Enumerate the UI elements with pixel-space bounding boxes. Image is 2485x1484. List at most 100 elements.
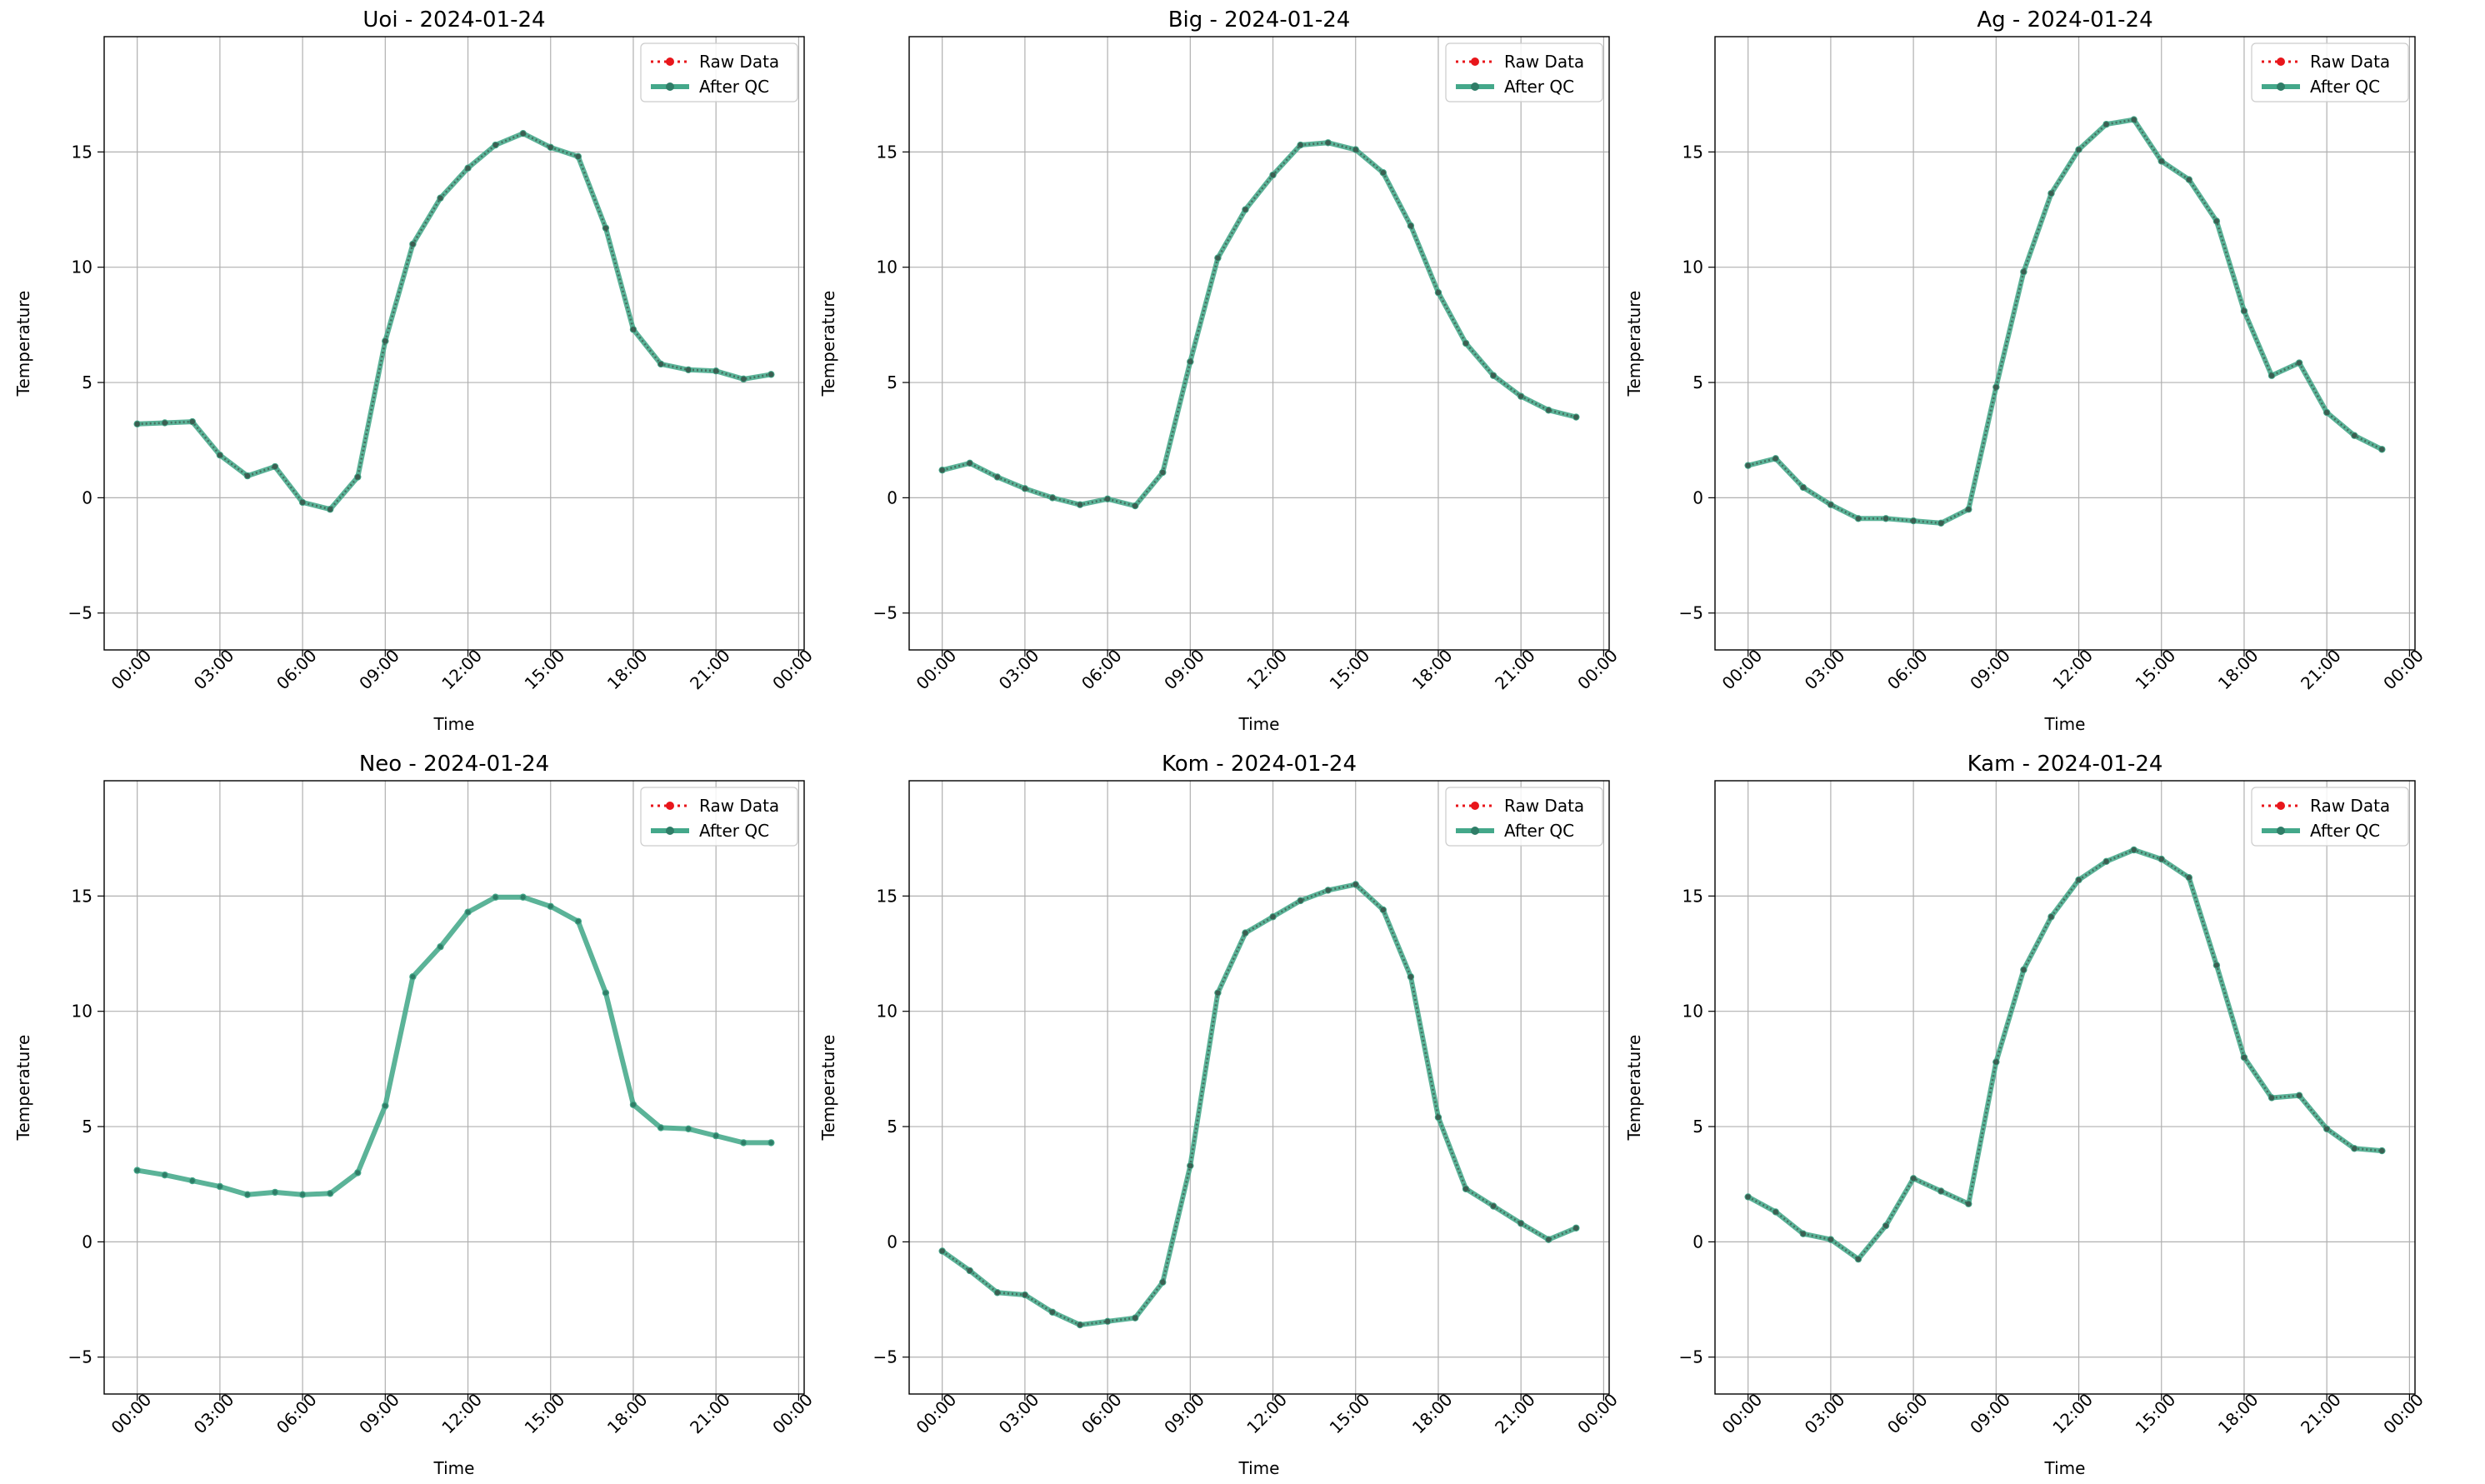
raw-data-point [1352, 147, 1358, 152]
series-line-after-qc [1747, 117, 2383, 526]
x-tick-label: 09:00 [1160, 1390, 1208, 1438]
raw-data-point [2296, 1092, 2302, 1098]
y-tick-label: 5 [887, 1117, 898, 1137]
raw-data-point [492, 142, 498, 148]
raw-data-point [939, 467, 945, 473]
raw-data-point [1855, 516, 1862, 522]
raw-data-point [1882, 516, 1889, 522]
raw-data-point [967, 1267, 972, 1274]
subplot-3: Ag - 2024-01-24 00:00 03:00 06:00 09:00 12:00… [1624, 7, 2428, 734]
y-tick-label: 5 [1692, 1117, 1703, 1137]
x-tick-label: 12:00 [438, 1390, 486, 1438]
raw-data-point [327, 507, 333, 512]
x-tick-label: 00:00 [768, 1390, 817, 1438]
raw-data-point [1380, 170, 1387, 176]
raw-data-point [1022, 486, 1028, 492]
legend-raw-label: Raw Data [1504, 52, 1584, 72]
raw-data-point [712, 368, 719, 374]
raw-data-point [1188, 358, 1193, 365]
x-tick-label: 03:00 [190, 646, 238, 694]
raw-data-point [686, 1126, 692, 1132]
x-tick-label: 09:00 [1966, 1390, 2014, 1438]
raw-data-point [1408, 973, 1414, 980]
raw-data-point [2076, 877, 2082, 883]
raw-data-point [1938, 520, 1944, 527]
series-line-raw-data [942, 141, 1577, 507]
raw-data-point [217, 1183, 222, 1189]
raw-data-point [162, 1172, 168, 1178]
axes-frame [908, 780, 1610, 1395]
series-line-raw-data [1748, 118, 2382, 525]
raw-data-point [134, 1167, 140, 1173]
legend: Raw Data After QC [2251, 787, 2409, 847]
legend-raw-marker [666, 57, 674, 66]
raw-data-point [382, 1103, 388, 1109]
raw-data-point [1270, 172, 1276, 178]
legend-raw-marker [666, 802, 674, 810]
y-tick-label: −5 [1679, 603, 1703, 623]
x-tick-label: 00:00 [108, 646, 156, 694]
raw-data-point [1188, 1162, 1193, 1169]
x-tick-label: 09:00 [1966, 646, 2014, 694]
raw-data-point [520, 131, 526, 137]
x-tick-label: 03:00 [995, 646, 1043, 694]
raw-data-point [1408, 222, 1414, 229]
raw-data-point [2048, 914, 2054, 920]
x-tick-label: 00:00 [2379, 1390, 2428, 1438]
series-line-raw-data [137, 132, 772, 511]
y-axis-label: Temperature [1624, 1035, 1644, 1142]
raw-data-point [2268, 372, 2275, 378]
raw-data-point [300, 1192, 306, 1197]
y-tick-label: 15 [1682, 886, 1703, 906]
raw-data-point [2158, 856, 2164, 862]
x-tick-label: 18:00 [603, 646, 652, 694]
raw-data-point [2352, 432, 2358, 438]
x-tick-label: 21:00 [686, 646, 734, 694]
x-axis-label: Time [1238, 714, 1280, 734]
subplot-4: Neo - 2024-01-24 00:00 03:00 06:00 09:00 12:0… [13, 752, 817, 1478]
x-tick-label: 03:00 [1801, 1390, 1849, 1438]
raw-data-point [1215, 255, 1221, 261]
raw-data-point [1132, 1315, 1138, 1321]
legend-qc-label: After QC [1504, 821, 1574, 841]
series-line-after-qc [940, 882, 1578, 1327]
raw-data-point [1573, 1225, 1579, 1231]
raw-data-point [355, 1170, 361, 1176]
legend-raw-marker [2277, 802, 2285, 810]
raw-data-point [1215, 990, 1221, 996]
x-tick-label: 12:00 [438, 646, 486, 694]
x-tick-label: 00:00 [1573, 1390, 1622, 1438]
raw-data-point [1772, 1209, 1778, 1215]
raw-data-point [2352, 1146, 2358, 1152]
x-tick-label: 06:00 [272, 1390, 321, 1438]
raw-data-point [1022, 1292, 1028, 1298]
raw-data-point [1049, 495, 1056, 501]
raw-data-point [244, 1192, 250, 1197]
legend-raw-label: Raw Data [1504, 796, 1584, 816]
raw-data-point [438, 195, 443, 201]
series-line-raw-data [941, 883, 1577, 1327]
x-tick-label: 00:00 [768, 646, 817, 694]
raw-data-point [328, 1191, 333, 1197]
raw-data-point [1325, 887, 1331, 893]
y-tick-label: 5 [887, 372, 898, 392]
y-tick-label: 0 [82, 487, 92, 507]
x-tick-label: 15:00 [2132, 1390, 2180, 1438]
y-tick-label: 10 [877, 257, 898, 277]
raw-data-point [465, 909, 471, 915]
axes-frame [103, 780, 805, 1395]
legend: Raw Data After QC [640, 42, 798, 102]
y-tick-label: 10 [1682, 1002, 1703, 1022]
raw-data-point [492, 894, 498, 900]
y-tick-label: 15 [72, 142, 92, 162]
legend-raw-label: Raw Data [2310, 52, 2390, 72]
raw-data-point [1160, 1279, 1166, 1286]
legend-qc-label: After QC [699, 77, 769, 97]
legend-qc-marker [666, 827, 674, 835]
raw-data-point [1518, 1221, 1524, 1227]
y-tick-label: 5 [82, 1117, 92, 1137]
raw-data-point [1104, 1318, 1111, 1325]
raw-data-point [1745, 462, 1751, 468]
raw-data-point [548, 903, 553, 909]
raw-data-point [1462, 1186, 1469, 1192]
